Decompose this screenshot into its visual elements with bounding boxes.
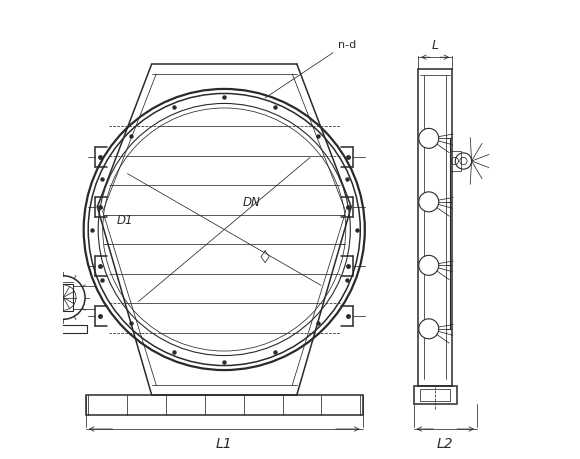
Bar <box>414 386 456 404</box>
Circle shape <box>419 319 438 339</box>
Bar <box>420 389 450 401</box>
Bar <box>450 151 461 171</box>
Text: DN: DN <box>242 196 260 209</box>
Text: D1: D1 <box>116 214 133 227</box>
Text: L: L <box>432 39 438 52</box>
Bar <box>48 284 73 311</box>
Circle shape <box>419 192 438 212</box>
Text: L2: L2 <box>437 437 454 451</box>
Text: n-d: n-d <box>338 40 356 50</box>
Text: L1: L1 <box>216 437 233 451</box>
Circle shape <box>419 129 438 148</box>
Bar <box>86 395 362 415</box>
Circle shape <box>419 255 438 275</box>
Bar <box>44 325 87 333</box>
